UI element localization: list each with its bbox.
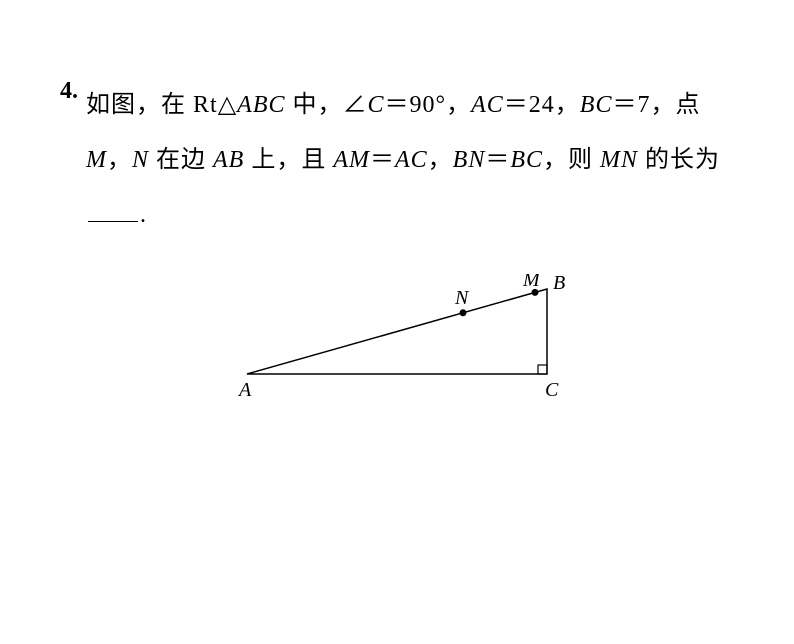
problem-container: 4. 如图，在 Rt△ABC 中，∠C＝90°，AC＝24，BC＝7，点 M，N… [0,0,794,409]
am-label: AM [333,147,370,173]
ac2-label: AC [395,147,428,173]
rt-symbol: Rt [193,92,218,118]
label-c: C [545,379,559,401]
equals: ＝ [485,147,510,173]
comma: ， [555,92,580,118]
bn-label: BN [453,147,486,173]
bc2-label: BC [510,147,543,173]
point-n-dot [460,309,467,316]
triangle-group: A B C M N [237,274,565,401]
ab-label: AB [213,147,244,173]
text-segment: 在边 [149,147,213,173]
ac-label: AC [471,92,504,118]
text-segment: ，点 [650,92,700,118]
n-label: N [132,147,149,173]
label-b: B [553,274,565,294]
equals: ＝ [370,147,395,173]
problem-body: 如图，在 Rt△ABC 中，∠C＝90°，AC＝24，BC＝7，点 M，N 在边… [86,78,734,244]
bc-label: BC [580,92,613,118]
m-label: M [86,147,107,173]
text-segment: ，则 [543,147,600,173]
comma: ， [446,92,471,118]
value-7: 7 [637,92,650,118]
mn-label: MN [600,147,638,173]
triangle-symbol: △ [218,92,237,118]
comma: ， [428,147,453,173]
text-segment: 的长为 [638,147,720,173]
right-angle-marker [538,365,547,374]
value-24: 24 [529,92,555,118]
triangle-abc [247,289,547,374]
answer-blank [88,221,138,222]
equals: ＝ [385,92,410,118]
abc-label: ABC [237,92,285,118]
text-segment: 上，且 [244,147,333,173]
problem-number: 4. [60,78,78,105]
comma: ， [107,147,132,173]
label-m: M [522,274,541,291]
value-90: 90° [410,92,447,118]
label-n: N [454,287,470,309]
period: . [140,202,147,228]
equals: ＝ [504,92,529,118]
triangle-figure: A B C M N [227,274,567,404]
text-segment: 中， [285,92,342,118]
problem-text: 4. 如图，在 Rt△ABC 中，∠C＝90°，AC＝24，BC＝7，点 M，N… [60,78,734,244]
equals: ＝ [612,92,637,118]
label-a: A [237,379,252,401]
c-label: C [367,92,384,118]
angle-symbol: ∠ [342,92,367,118]
text-segment: 如图，在 [86,92,193,118]
figure-container: A B C M N [60,274,734,409]
